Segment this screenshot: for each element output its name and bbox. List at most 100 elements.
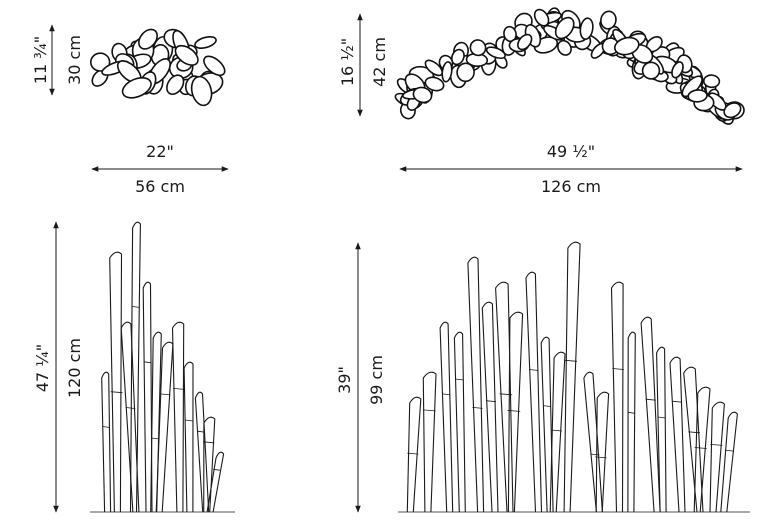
stem-joint — [688, 431, 701, 434]
stem — [120, 321, 140, 513]
stem-joint — [151, 437, 160, 440]
pebble-ring — [456, 62, 475, 83]
pebble-ring — [703, 74, 721, 89]
stem — [129, 221, 141, 513]
pebble-ring — [90, 52, 111, 72]
height-inches-label: 11 ¾" — [31, 36, 50, 84]
stem-joint — [507, 410, 521, 412]
pebble-ring — [412, 86, 433, 104]
height-inches-label: 39" — [335, 366, 354, 394]
stem-joint — [131, 306, 140, 308]
pebble-ring — [174, 44, 199, 66]
stem-group-small — [90, 221, 235, 513]
stem-joint — [564, 359, 578, 362]
stem — [101, 371, 112, 513]
pebble-ring — [557, 39, 572, 56]
stem — [406, 396, 422, 513]
height-inches-label: 16 ½" — [338, 38, 357, 86]
stem-joint — [612, 368, 624, 370]
stem — [656, 346, 667, 513]
pebble-ring — [600, 10, 617, 30]
pebble-ring — [579, 17, 594, 41]
stem — [206, 451, 225, 513]
width-cm-label: 126 cm — [541, 177, 601, 196]
stem-group-large — [398, 241, 750, 513]
stem — [693, 386, 711, 513]
stem — [453, 331, 466, 513]
stem — [709, 401, 725, 513]
stem-joint — [485, 400, 497, 403]
stem — [495, 281, 514, 513]
stem-joint — [550, 429, 562, 432]
stem-joint — [710, 444, 723, 446]
stem — [563, 241, 581, 513]
stem-joint — [143, 361, 152, 364]
stem-joint — [110, 391, 123, 394]
stem — [640, 316, 661, 513]
pebble-ring — [194, 36, 217, 49]
pebble-ring — [517, 33, 533, 51]
stem-joint — [203, 441, 215, 444]
pebble-ring — [533, 8, 550, 27]
stem — [150, 331, 162, 513]
pebble-ring — [190, 75, 213, 107]
stem-joint — [529, 369, 539, 371]
pebble-ring — [121, 77, 152, 99]
stem-joint — [645, 398, 656, 401]
stem-joint — [671, 400, 683, 403]
stem — [481, 301, 499, 513]
pebble-ring — [203, 55, 226, 77]
top-view-large: 16 ½" 42 cm 49 ½" 126 cm — [338, 7, 745, 196]
stem — [439, 321, 454, 513]
pebble-ring — [671, 61, 684, 79]
stem-joint — [159, 393, 171, 396]
stem — [525, 271, 543, 513]
height-inches-label: 47 ¼" — [33, 344, 52, 392]
pebble-ring — [424, 76, 445, 92]
stem — [203, 416, 216, 513]
stem-joint — [499, 393, 513, 396]
stem-joint — [125, 407, 136, 409]
stem-joint — [173, 388, 185, 390]
elevation-small: 47 ¼" 120 cm — [33, 221, 235, 513]
height-cm-label: 30 cm — [65, 35, 84, 85]
stem-joint — [442, 393, 451, 396]
stem-joint — [724, 449, 735, 452]
stem — [583, 371, 603, 513]
stem — [720, 411, 738, 513]
pebble-ring — [469, 39, 487, 57]
stem — [610, 281, 624, 513]
pebble-ring — [450, 48, 465, 66]
width-inches-label: 49 ½" — [547, 142, 595, 161]
height-cm-label: 120 cm — [65, 338, 84, 398]
pebble-ring — [485, 46, 506, 60]
stem — [507, 311, 524, 513]
stem — [595, 391, 610, 513]
pebble-cluster-large — [394, 7, 745, 125]
stem-joint — [455, 378, 464, 381]
stem — [627, 331, 636, 513]
stem — [422, 371, 437, 513]
stem-joint — [213, 468, 221, 471]
stem-joint — [472, 407, 483, 409]
width-cm-label: 56 cm — [135, 177, 185, 196]
stem — [540, 336, 554, 513]
pebble-ring — [723, 102, 742, 119]
stem-joint — [422, 409, 436, 412]
stem — [183, 361, 194, 513]
height-cm-label: 99 cm — [367, 355, 386, 405]
stem — [171, 321, 185, 513]
pebble-ring — [138, 28, 158, 50]
stem-joint — [102, 426, 110, 428]
stem-joint — [657, 416, 666, 419]
stem — [109, 251, 123, 513]
pebble-ring — [614, 36, 640, 56]
width-inches-label: 22" — [146, 142, 174, 161]
pebble-cluster-small — [90, 28, 226, 107]
stem — [683, 366, 704, 513]
stem — [142, 281, 153, 513]
stem-joint — [543, 405, 552, 407]
stem — [467, 256, 485, 513]
stem — [194, 391, 210, 513]
